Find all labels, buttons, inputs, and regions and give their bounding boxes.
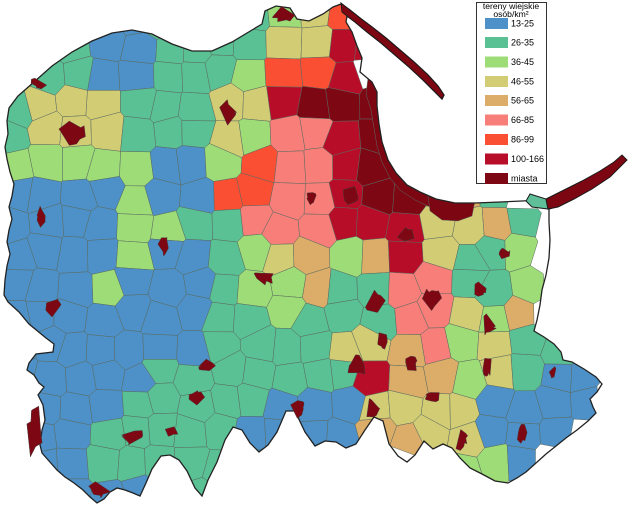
svg-text:46-55: 46-55	[511, 77, 534, 87]
svg-text:miasta: miasta	[511, 174, 538, 184]
svg-text:13-25: 13-25	[511, 19, 534, 29]
svg-text:66-85: 66-85	[511, 115, 534, 125]
svg-text:100-166: 100-166	[511, 154, 544, 164]
svg-text:56-65: 56-65	[511, 96, 534, 106]
svg-text:86-99: 86-99	[511, 135, 534, 145]
svg-text:osób/km²: osób/km²	[493, 9, 528, 19]
svg-text:26-35: 26-35	[511, 38, 534, 48]
svg-text:36-45: 36-45	[511, 57, 534, 67]
svg-text:tereny wiejskie: tereny wiejskie	[483, 1, 540, 11]
